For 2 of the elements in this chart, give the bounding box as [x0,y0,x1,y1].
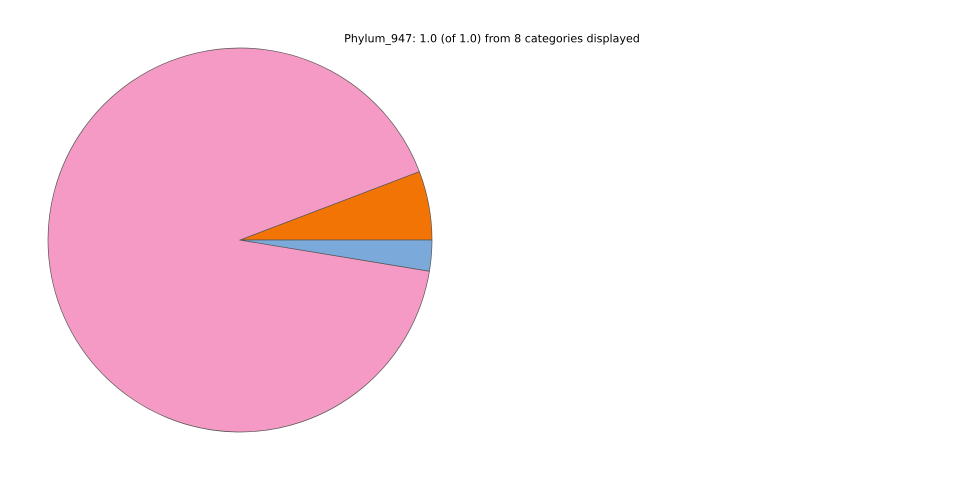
pie-slice [48,48,430,432]
text: Phylum_947: 1.0 (of 1.0) from 8 categories displayed [345,34,639,45]
